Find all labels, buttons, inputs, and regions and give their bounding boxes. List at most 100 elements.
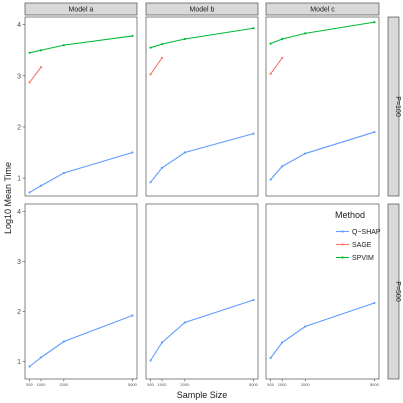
data-point-qshap	[62, 171, 65, 175]
series-line-spvim	[29, 35, 133, 54]
data-point-spvim	[281, 37, 284, 41]
x-axis-title: Sample Size	[177, 390, 228, 400]
data-point-spvim	[149, 46, 152, 49]
data-point-qshap	[183, 321, 186, 324]
facet-strip-col-label: Model a	[69, 7, 94, 14]
facet-strip-col-1	[24, 2, 138, 16]
x-tick-label: 1000	[158, 382, 168, 387]
facet-strip-row-label: P=100	[394, 96, 401, 117]
series-line-qshap	[150, 299, 254, 361]
panel-2-1	[24, 203, 138, 380]
x-tick-label: 500	[147, 382, 154, 387]
x-tick-label: 2000	[59, 382, 69, 387]
y-axis-title: Log10 Mean Time	[3, 162, 13, 234]
data-point-qshap	[149, 181, 152, 184]
data-point-qshap	[252, 298, 255, 302]
legend-entry-label: Q−SHAP	[352, 229, 381, 236]
data-point-qshap	[62, 340, 65, 343]
legend-entry-label: SAGE	[352, 242, 372, 249]
x-tick-label: 1000	[278, 382, 288, 387]
y-tick-label: 2	[17, 309, 21, 316]
y-tick-label: 4	[17, 22, 21, 29]
y-tick-label: 3	[17, 259, 21, 266]
data-point-qshap	[39, 184, 43, 187]
series-line-qshap	[29, 314, 133, 367]
data-point-qshap	[28, 365, 31, 368]
data-point-qshap	[149, 359, 152, 362]
data-point-qshap	[304, 325, 307, 328]
data-point-spvim	[183, 37, 186, 41]
data-point-spvim	[252, 27, 255, 30]
data-point-spvim	[62, 44, 65, 47]
data-point-sage	[160, 56, 164, 60]
facet-strip-col-3	[265, 2, 380, 16]
legend-key-point	[341, 230, 344, 233]
data-point-sage	[39, 66, 43, 69]
data-point-qshap	[269, 356, 272, 360]
x-tick-label: 1000	[37, 382, 47, 387]
y-tick-label: 1	[17, 176, 21, 183]
data-point-sage	[281, 56, 284, 60]
data-point-qshap	[304, 152, 307, 155]
series-line-qshap	[270, 302, 375, 359]
data-point-sage	[269, 72, 272, 75]
y-tick-label: 3	[17, 73, 21, 80]
facet-strip-col-label: Model c	[310, 7, 335, 14]
y-tick-label: 4	[17, 209, 21, 216]
x-tick-label: 500	[267, 382, 274, 387]
data-point-spvim	[373, 21, 376, 24]
y-tick-label: 2	[17, 124, 21, 131]
panel-2-3	[265, 203, 380, 380]
panel-2-2	[145, 203, 259, 380]
data-point-qshap	[28, 191, 31, 194]
series-line-sage	[270, 57, 283, 75]
facet-strip-row-1	[387, 16, 400, 197]
series-line-qshap	[29, 152, 133, 193]
data-point-qshap	[373, 301, 376, 305]
data-point-sage	[149, 73, 152, 76]
legend-entry-label: SPVIM	[352, 255, 374, 262]
series-line-spvim	[270, 21, 375, 45]
legend-key-point	[341, 243, 344, 246]
data-point-qshap	[183, 151, 186, 154]
data-point-qshap	[131, 314, 134, 317]
facet-strip-row-label: P=500	[394, 281, 401, 302]
series-line-qshap	[270, 131, 375, 180]
x-tick-label: 2000	[180, 382, 190, 387]
series-line-qshap	[150, 133, 254, 183]
x-tick-label: 5000	[128, 382, 138, 387]
data-point-qshap	[160, 341, 164, 344]
data-point-qshap	[39, 356, 43, 359]
data-point-qshap	[281, 165, 284, 168]
series-line-sage	[29, 66, 42, 83]
data-point-qshap	[269, 178, 272, 181]
data-point-qshap	[252, 132, 255, 135]
facet-strip-col-2	[145, 2, 259, 16]
x-tick-label: 500	[26, 382, 33, 387]
data-point-sage	[28, 81, 31, 84]
data-point-spvim	[160, 43, 164, 46]
facet-strip-row-2	[387, 203, 400, 380]
data-point-spvim	[269, 42, 272, 45]
data-point-qshap	[160, 166, 164, 169]
data-point-qshap	[373, 130, 376, 134]
data-point-spvim	[28, 51, 31, 54]
facet-strip-col-label: Model b	[190, 7, 215, 14]
x-tick-label: 5000	[249, 382, 259, 387]
x-tick-label: 5000	[370, 382, 380, 387]
data-point-spvim	[304, 32, 307, 35]
data-point-qshap	[131, 151, 134, 154]
data-point-qshap	[281, 341, 284, 344]
data-point-spvim	[39, 49, 43, 52]
series-line-sage	[150, 57, 163, 75]
series-line-spvim	[150, 27, 254, 49]
data-point-spvim	[131, 34, 134, 38]
y-tick-label: 1	[17, 359, 21, 366]
legend-title: Method	[335, 210, 365, 220]
panel-1-1	[24, 16, 138, 197]
panel-1-3	[265, 16, 380, 197]
x-tick-label: 2000	[301, 382, 311, 387]
legend-key-point	[341, 256, 344, 259]
